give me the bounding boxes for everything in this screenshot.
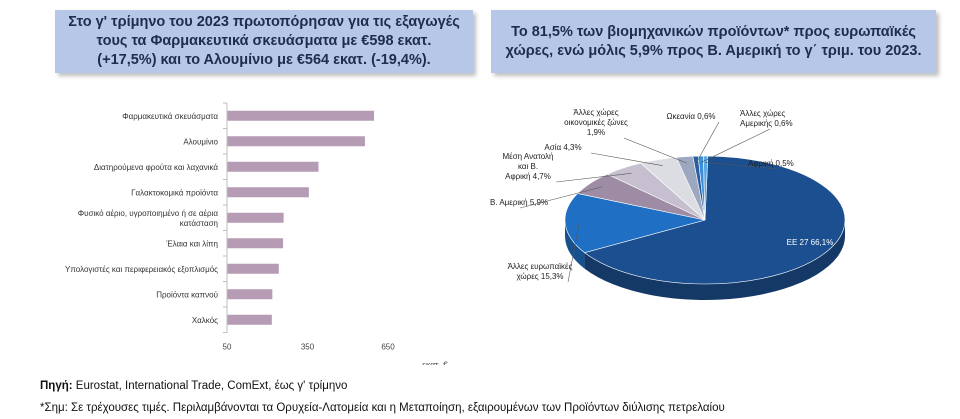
pie-slice-label: Άλλες χώρες οικονομικές ζώνες 1,9%: [564, 108, 628, 137]
leader-line: [705, 162, 779, 170]
pie-slice-label: Μέση Ανατολή και Β. Αφρική 4,7%: [502, 152, 553, 181]
bar: [227, 314, 272, 325]
category-label: Αλουμίνιο: [183, 137, 218, 146]
category-label: Γαλακτοκομικά προϊόντα: [131, 188, 218, 197]
category-label: Διατηρούμενα φρούτα και λαχανικά: [94, 163, 219, 172]
source-label: Πηγή:: [40, 380, 73, 392]
pie-slice-label: ΕΕ 27 66,1%: [787, 238, 834, 247]
pie-slice-label: Αφρική 0,5%: [748, 159, 794, 168]
category-label: Φυσικό αέριο, υγροποιημένο ή σε αέρια κατ…: [78, 209, 219, 228]
leader-line: [701, 128, 771, 163]
pie-chart-title: Το 81,5% των βιομηχανικών προϊόντων* προ…: [491, 10, 936, 73]
bar: [227, 238, 284, 249]
bar: [227, 289, 273, 300]
bar: [227, 212, 284, 223]
pie-slice-label: Β. Αμερική 5,9%: [490, 198, 548, 207]
bar-chart: Φαρμακευτικά σκευάσματα Αλουμίνιο Διατηρού…: [65, 102, 448, 366]
pie-slice-label: Ασία 4,3%: [544, 143, 581, 152]
pie-slice: [583, 155, 846, 285]
leader-line: [555, 172, 632, 183]
source-text: Eurostat, International Trade, ComExt, έ…: [72, 380, 348, 392]
pie-slice-side: [584, 220, 845, 301]
pie-slice-label: Ωκεανία 0,6%: [666, 112, 715, 121]
leader-line: [623, 137, 687, 164]
pie-chart: ΕΕ 27 66,1% Άλλες ευρωπαϊκές χώρες 15,3% Β.…: [490, 108, 846, 301]
bar: [227, 187, 309, 198]
pie-slice-label: Άλλες ευρωπαϊκές χώρες 15,3%: [508, 262, 573, 281]
category-label: Έλαια και λίπη: [165, 239, 218, 248]
bar-chart-title: Στο γ' τρίμηνο του 2023 πρωτοπόρησαν για…: [55, 10, 473, 73]
bar: [227, 263, 279, 274]
x-tick-label: 50: [223, 343, 232, 352]
leader-line: [567, 223, 580, 283]
x-tick-label: 650: [381, 343, 395, 352]
category-label: Υπολογιστές και περιφερειακός εξοπλισμός: [65, 265, 218, 274]
category-label: Φαρμακευτικά σκευάσματα: [122, 112, 218, 121]
category-label: Χαλκός: [192, 316, 218, 325]
pie-slice-side: [565, 220, 585, 269]
leader-line: [590, 152, 663, 167]
leader-line: [519, 186, 603, 209]
category-label: Προϊόντα καπνού: [156, 290, 218, 299]
footnote: *Σημ: Σε τρέχουσες τιμές. Περιλαμβάνοντα…: [40, 402, 725, 414]
source-line: Πηγή: Eurostat, International Trade, Com…: [40, 380, 347, 392]
pie-slice: [564, 193, 706, 253]
pie-slice-label: Άλλες χώρες Αμερικής 0,6%: [740, 109, 793, 128]
x-axis-label: εκατ. €: [422, 360, 448, 366]
bar: [227, 136, 365, 147]
x-tick-label: 350: [301, 343, 315, 352]
leader-line: [696, 121, 720, 163]
bar: [227, 161, 319, 172]
pie-slice: [703, 155, 709, 221]
bar: [227, 110, 375, 121]
